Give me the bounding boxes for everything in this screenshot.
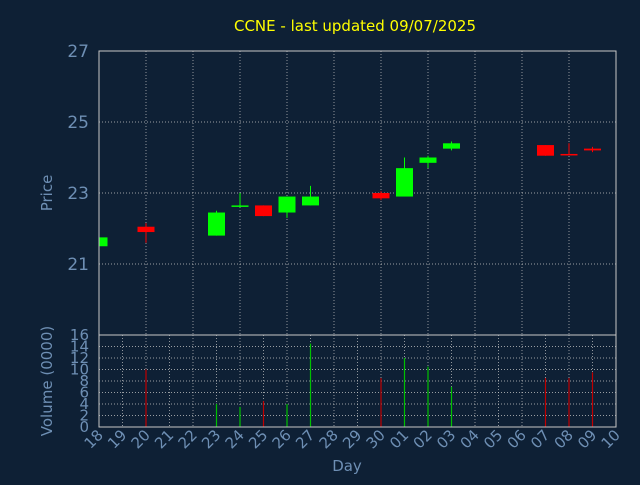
- x-tick-label: 21: [151, 426, 177, 452]
- candle-body: [278, 196, 296, 213]
- volume-tick-label: 16: [70, 326, 89, 344]
- volume-tick-label: 10: [70, 361, 89, 379]
- candle-30: [372, 191, 390, 201]
- candle-body: [208, 212, 225, 236]
- price-tick-labels: 21 23 25 27: [67, 42, 89, 275]
- price-tick-label: 25: [67, 113, 89, 133]
- volume-panel-frame: [98, 334, 617, 428]
- x-tick-label: 04: [457, 426, 483, 452]
- candle-body: [372, 193, 390, 199]
- price-candles: [98, 141, 601, 247]
- volume-tick-label: 4: [79, 395, 89, 413]
- candle-body: [560, 153, 578, 156]
- x-tick-label: 22: [175, 426, 201, 452]
- candle-08: [560, 143, 578, 156]
- x-tick-label: 25: [245, 426, 271, 452]
- candle-body: [137, 226, 155, 233]
- candle-body: [419, 157, 437, 163]
- volume-bars: [145, 343, 594, 427]
- candle-body: [443, 143, 460, 149]
- candle-25: [255, 205, 272, 217]
- candle-09: [584, 146, 601, 153]
- x-tick-label: 30: [363, 426, 389, 452]
- candle-body: [99, 237, 108, 247]
- x-tick-label: 24: [222, 426, 248, 452]
- x-tick-label: 07: [527, 426, 553, 452]
- x-tick-label: 01: [386, 426, 412, 452]
- x-tick-label: 28: [316, 426, 342, 452]
- x-tick-label: 02: [410, 426, 436, 452]
- volume-grid: [99, 334, 616, 428]
- price-tick-label: 21: [67, 255, 89, 275]
- volume-tick-label: 14: [70, 338, 89, 356]
- candle-body: [584, 148, 601, 151]
- candle-23: [208, 210, 225, 236]
- volume-tick-label: 0: [79, 418, 89, 436]
- candle-body: [231, 205, 249, 207]
- x-tick-label: 19: [104, 426, 130, 452]
- candle-18: [98, 235, 108, 247]
- x-tick-label: 20: [128, 426, 154, 452]
- volume-tick-label: 8: [79, 372, 89, 390]
- x-tick-label: 26: [269, 426, 295, 452]
- volume-tick-label: 2: [79, 407, 89, 425]
- x-tick-label: 23: [198, 426, 224, 452]
- volume-tick-label: 6: [79, 384, 89, 402]
- volume-tick-label: 12: [70, 349, 89, 367]
- x-tick-label: 06: [504, 426, 530, 452]
- chart-title: CCNE - last updated 09/07/2025: [234, 17, 476, 35]
- candle-07: [537, 145, 554, 156]
- x-tick-label: 10: [598, 426, 624, 452]
- x-tick-label: 29: [339, 426, 365, 452]
- candle-20: [137, 223, 155, 243]
- x-tick-label: 03: [433, 426, 459, 452]
- price-axis-label: Price: [38, 175, 56, 212]
- candle-body: [537, 145, 554, 156]
- x-tick-label: 08: [551, 426, 577, 452]
- candle-26: [278, 196, 296, 218]
- x-tick-label: 09: [574, 426, 600, 452]
- x-tick-labels: 1819202122232425262728293001020304050607…: [81, 426, 624, 452]
- x-tick-label: 27: [292, 426, 318, 452]
- volume-axis-label: Volume (0000): [38, 326, 56, 436]
- candle-body: [396, 168, 413, 197]
- candle-body: [302, 196, 319, 206]
- price-tick-label: 27: [67, 42, 89, 62]
- candle-24: [231, 193, 249, 208]
- candle-27: [302, 185, 319, 206]
- candle-01: [396, 157, 413, 197]
- price-tick-label: 23: [67, 184, 89, 204]
- x-axis-label: Day: [332, 457, 362, 475]
- candle-02: [419, 155, 437, 169]
- price-grid: [99, 50, 616, 335]
- candle-03: [443, 141, 460, 151]
- x-tick-label: 05: [480, 426, 506, 452]
- candle-body: [255, 205, 272, 217]
